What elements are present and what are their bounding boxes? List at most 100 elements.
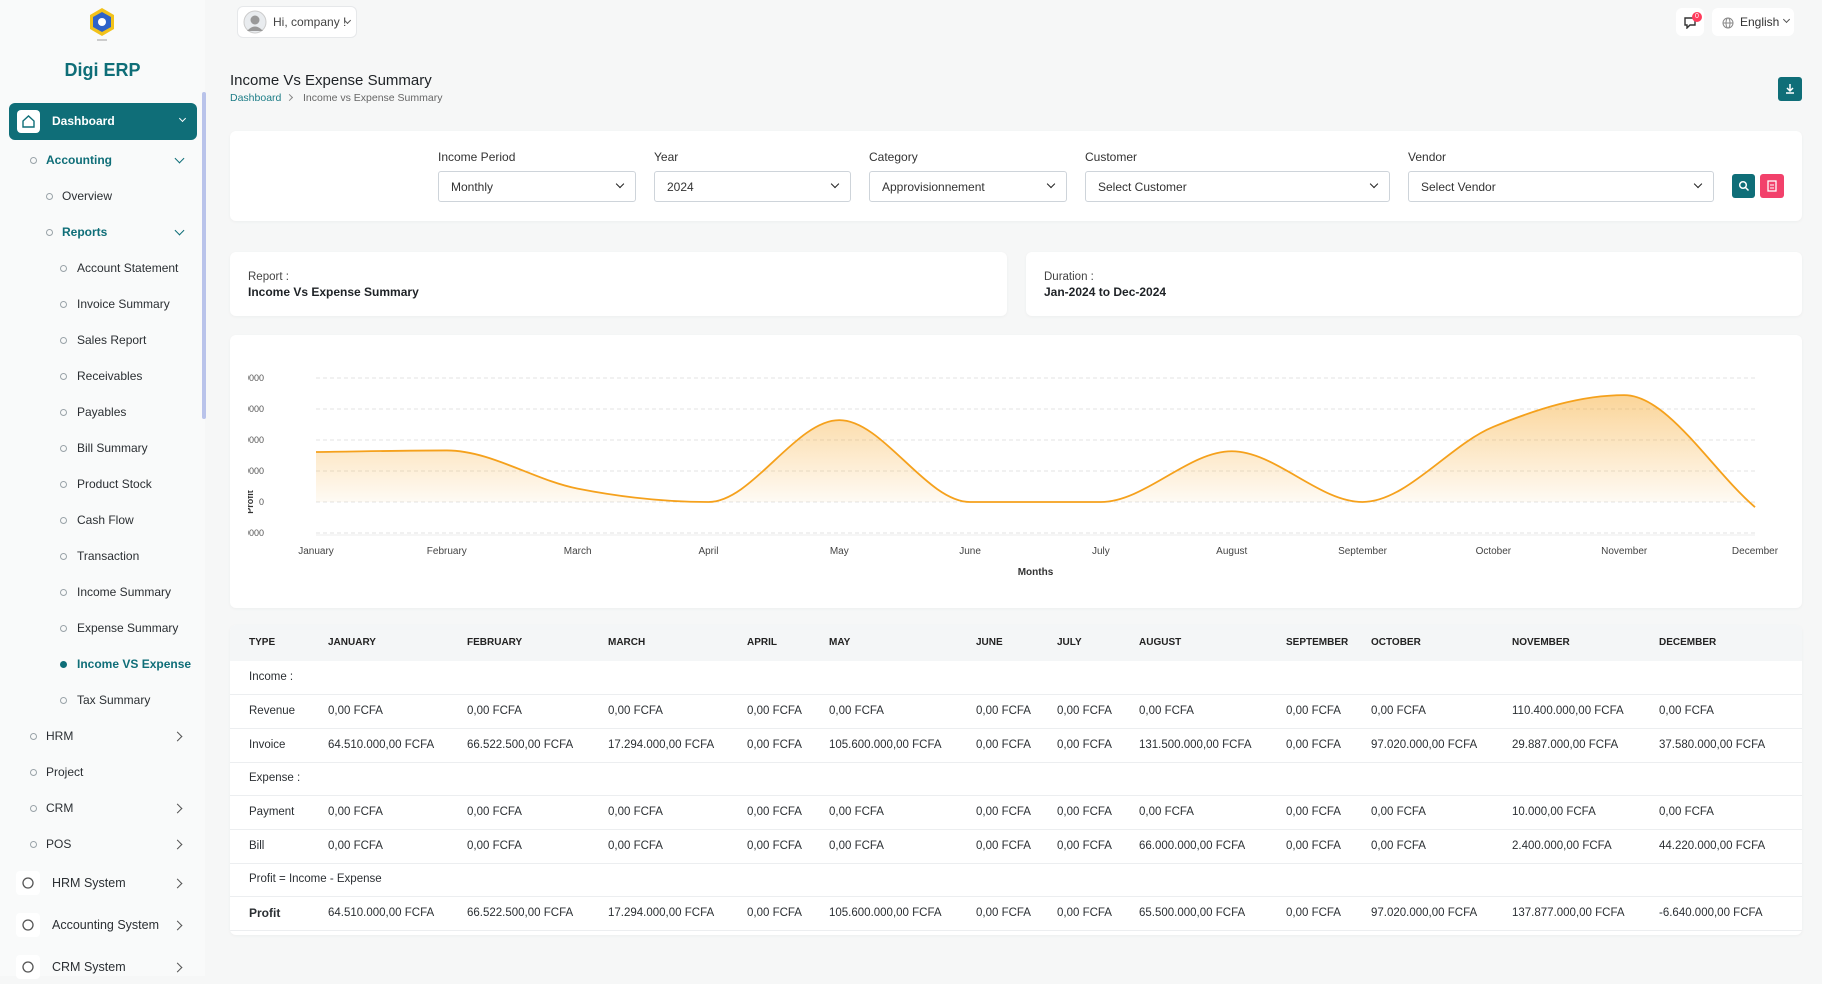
y-tick-label: 120000000 (219, 404, 264, 414)
reset-button[interactable] (1760, 174, 1784, 198)
table-cell: 0,00 FCFA (747, 907, 802, 919)
row-divider (230, 896, 1802, 897)
notification-button[interactable]: 0 (1676, 8, 1704, 36)
avatar (243, 10, 267, 34)
table-cell: 0,00 FCFA (467, 705, 522, 717)
menu-item[interactable]: Sales Report (77, 333, 147, 347)
menu-item[interactable]: Account Statement (77, 261, 179, 275)
bullet (60, 481, 67, 488)
table-cell: 0,00 FCFA (747, 705, 802, 717)
bullet (60, 697, 67, 704)
chevron (830, 179, 840, 189)
table-cell: 0,00 FCFA (328, 806, 383, 818)
column-header: TYPE (249, 637, 276, 648)
menu-item[interactable]: Cash Flow (77, 513, 134, 527)
section-label: Income : (249, 671, 294, 683)
bullet (60, 661, 67, 668)
menu-label: Dashboard (52, 114, 115, 128)
info-label: Duration : (1044, 271, 1094, 283)
table-cell: 0,00 FCFA (1057, 907, 1112, 919)
menu-item[interactable]: Receivables (77, 369, 143, 383)
menu-item[interactable]: Income Summary (77, 585, 172, 599)
filter-select[interactable]: Select Customer (1085, 171, 1390, 202)
menu-icon (16, 955, 40, 979)
menu-item[interactable]: CRM System (52, 960, 126, 974)
menu-item[interactable]: Reports (62, 225, 108, 239)
row-divider (230, 694, 1802, 695)
area (316, 395, 1755, 508)
column-header: OCTOBER (1371, 637, 1421, 648)
home-icon (22, 115, 35, 128)
menu-icon (17, 110, 40, 133)
table-cell: 0,00 FCFA (1371, 806, 1426, 818)
menu-item[interactable]: POS (46, 837, 72, 851)
table-cell: 0,00 FCFA (328, 840, 383, 852)
language-menu[interactable]: English (1712, 8, 1794, 36)
menu-icon (16, 871, 40, 895)
menu-item[interactable]: Overview (62, 189, 113, 203)
table-cell: 0,00 FCFA (1371, 840, 1426, 852)
menu-item[interactable]: Accounting System (52, 918, 159, 932)
menu-item-active[interactable]: Dashboard (9, 103, 197, 140)
menu-item[interactable]: Invoice Summary (77, 297, 170, 311)
menu-item[interactable]: Expense Summary (77, 621, 179, 635)
column-header: APRIL (747, 637, 777, 648)
x-tick-label: August (1216, 546, 1247, 557)
filter-select[interactable]: Monthly (438, 171, 636, 202)
x-tick-label: May (830, 546, 849, 557)
menu-item[interactable]: HRM System (52, 876, 126, 890)
row-divider (230, 795, 1802, 796)
table-cell: 0,00 FCFA (328, 705, 383, 717)
table-cell: Revenue (249, 705, 296, 717)
table-cell: 0,00 FCFA (608, 840, 663, 852)
menu-item[interactable]: Bill Summary (77, 441, 148, 455)
filter-select[interactable]: 2024 (654, 171, 851, 202)
menu-item[interactable]: Income VS Expense (77, 657, 192, 671)
table-cell: 0,00 FCFA (1286, 739, 1341, 751)
x-tick-label: June (959, 546, 981, 557)
menu-item[interactable]: Transaction (77, 549, 140, 563)
menu-item[interactable]: HRM (46, 729, 74, 743)
table-cell: 37.580.000,00 FCFA (1659, 739, 1766, 751)
menu-item[interactable]: Product Stock (77, 477, 152, 491)
row-divider (230, 728, 1802, 729)
table-cell: 0,00 FCFA (1286, 907, 1341, 919)
brand: Digi ERP (64, 60, 141, 80)
table-cell: 0,00 FCFA (467, 806, 522, 818)
bullet (60, 589, 67, 596)
table-cell: Invoice (249, 739, 286, 751)
row-divider (230, 930, 1802, 931)
search-button[interactable] (1732, 174, 1755, 198)
table-cell: 0,00 FCFA (1659, 705, 1714, 717)
menu-item[interactable]: Project (46, 765, 84, 779)
table-cell: 0,00 FCFA (1286, 806, 1341, 818)
table-cell: 0,00 FCFA (976, 840, 1031, 852)
filter-select[interactable]: Approvisionnement (869, 171, 1067, 202)
menu-item[interactable]: CRM (46, 801, 74, 815)
y-tick-label: 40000000 (224, 466, 264, 476)
menu-item[interactable]: Tax Summary (77, 693, 151, 707)
table-cell: 0,00 FCFA (829, 806, 884, 818)
filter-label: Customer (1085, 150, 1138, 164)
column-header: JULY (1057, 637, 1082, 648)
sidebar-scrollbar (202, 92, 206, 419)
download-button[interactable] (1778, 77, 1802, 101)
table-cell: 0,00 FCFA (608, 705, 663, 717)
table-cell: 66.000.000,00 FCFA (1139, 840, 1246, 852)
menu-item[interactable]: Payables (77, 405, 127, 419)
filter-select[interactable]: Select Vendor (1408, 171, 1714, 202)
line (315, 394, 1756, 508)
globe-icon (1722, 17, 1734, 29)
chevron (172, 878, 183, 889)
table-header (230, 625, 1802, 661)
table-cell: 10.000,00 FCFA (1512, 806, 1596, 818)
table-cell: 105.600.000,00 FCFA (829, 739, 942, 751)
greeting: Hi, company ! (273, 15, 347, 29)
user-menu[interactable]: Hi, company ! (237, 6, 357, 38)
filter-label: Income Period (438, 150, 516, 164)
table-cell: 0,00 FCFA (829, 840, 884, 852)
breadcrumb-link[interactable]: Dashboard (230, 92, 282, 104)
filter-value: Monthly (451, 180, 494, 194)
menu-item[interactable]: Accounting (46, 153, 112, 167)
